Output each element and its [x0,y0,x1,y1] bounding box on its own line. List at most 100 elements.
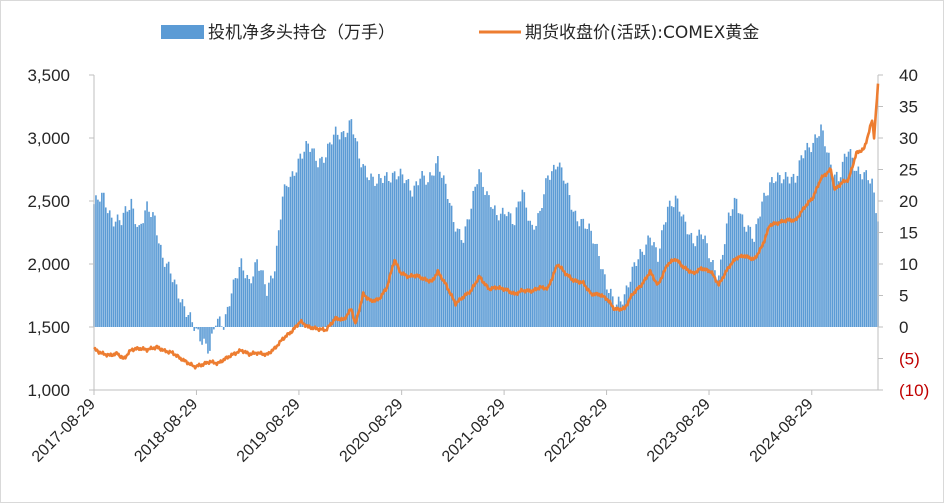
bar [228,306,231,327]
bar [409,190,412,327]
bar [529,220,532,327]
bar [647,235,649,327]
bar [712,260,714,327]
bar [444,183,447,327]
bar [749,226,752,327]
bar [763,192,765,327]
bar [806,142,809,327]
bar [470,208,473,327]
bar [505,216,508,327]
bar [283,184,286,327]
bar [268,282,270,327]
bar [580,219,583,327]
bar [128,209,131,327]
bar [837,181,840,327]
bar [334,126,337,327]
bar [694,246,697,327]
bar [517,201,520,327]
bar [395,179,398,327]
bar [260,270,262,327]
bar [617,296,620,327]
bar [101,192,103,327]
bar [608,293,610,327]
bar [340,132,343,327]
bar [272,278,274,327]
bar [558,162,561,327]
x-tick-label: 2024-08-29 [747,396,817,466]
bar [387,180,390,327]
bar [710,262,712,327]
bar [645,244,647,327]
bar [275,245,278,327]
bar [584,228,587,327]
bar [401,174,404,327]
bar [596,243,598,327]
bar-series [93,119,879,354]
bar [615,304,618,327]
bar [366,177,368,327]
bar [419,178,421,327]
bar [311,148,313,327]
y-left-tick-label: 3,000 [27,129,70,148]
bar [706,243,708,327]
bar [116,214,119,327]
bar [307,143,309,327]
bar [552,164,555,327]
bar [270,275,272,327]
bar [187,314,190,327]
bar [385,172,388,327]
bar [812,142,814,327]
bar [704,235,706,327]
bar [511,224,514,327]
bar [175,284,178,327]
bar [301,158,304,327]
bar [181,299,184,327]
bar [403,183,406,327]
bar [120,225,123,327]
bar [849,149,852,327]
bar [317,167,319,327]
bar [433,175,435,327]
bar [841,161,844,327]
bar [822,130,824,327]
bar [832,176,834,327]
bar [519,201,522,327]
bar [240,258,243,327]
bar [543,194,545,327]
bar [513,225,516,327]
bar [167,261,170,327]
y-right-tick-label: 0 [899,318,908,337]
bar [203,327,205,339]
bar [496,215,498,327]
bar [346,132,349,327]
bar [305,141,308,327]
bar [423,175,425,327]
bar [319,158,321,327]
bar [621,304,624,327]
bar [154,215,156,327]
bar [160,244,162,327]
bar [336,134,339,327]
bar [110,217,113,327]
bar [745,231,748,327]
bar [741,214,744,327]
bar [242,270,245,327]
bar [802,158,805,327]
bar [759,216,761,327]
bar [873,192,875,327]
bar [670,206,673,327]
bar [690,232,693,327]
bar [606,289,608,327]
bar [702,239,704,327]
x-tick-label: 2017-08-29 [29,396,99,466]
bar [686,234,689,327]
bar [541,208,543,327]
bar [851,157,854,327]
bar [718,275,720,327]
price-line [93,83,880,370]
bar [835,171,838,327]
bar [427,182,429,327]
bar [525,207,528,327]
bar [588,223,590,327]
